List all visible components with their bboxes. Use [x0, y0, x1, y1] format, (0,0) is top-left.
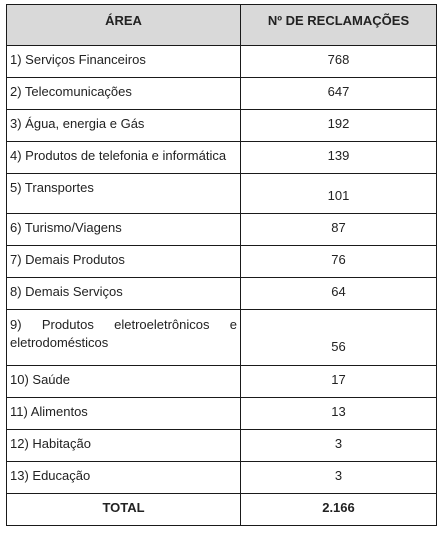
table-row: 8) Demais Serviços 64	[6, 277, 437, 310]
row-area: 13) Educação	[6, 461, 241, 494]
row-area: 6) Turismo/Viagens	[6, 213, 241, 246]
row-count: 768	[240, 45, 437, 78]
row-count: 3	[240, 429, 437, 462]
row-count: 87	[240, 213, 437, 246]
row-count: 139	[240, 141, 437, 174]
table-row: 6) Turismo/Viagens 87	[6, 213, 437, 246]
table-header-row: ÁREA Nº DE RECLAMAÇÕES	[6, 4, 437, 46]
row-area: 12) Habitação	[6, 429, 241, 462]
row-count: 192	[240, 109, 437, 142]
table-row: 2) Telecomunicações 647	[6, 77, 437, 110]
total-label: TOTAL	[6, 493, 241, 526]
table-row: 11) Alimentos 13	[6, 397, 437, 430]
table-row: 13) Educação 3	[6, 461, 437, 494]
row-count: 3	[240, 461, 437, 494]
table-row: 1) Serviços Financeiros 768	[6, 45, 437, 78]
total-row: TOTAL 2.166	[6, 493, 437, 526]
row-count: 17	[240, 365, 437, 398]
row-area: 2) Telecomunicações	[6, 77, 241, 110]
row-count: 64	[240, 277, 437, 310]
row-count: 13	[240, 397, 437, 430]
row-count: 101	[240, 173, 437, 214]
row-area: 11) Alimentos	[6, 397, 241, 430]
row-area: 7) Demais Produtos	[6, 245, 241, 278]
row-count: 647	[240, 77, 437, 110]
table-row: 3) Água, energia e Gás 192	[6, 109, 437, 142]
table-row: 12) Habitação 3	[6, 429, 437, 462]
header-area: ÁREA	[6, 4, 241, 46]
row-area: 4) Produtos de telefonia e informática	[6, 141, 241, 174]
total-count: 2.166	[240, 493, 437, 526]
row-area: 9) Produtos eletroeletrônicos e eletrodo…	[6, 309, 241, 366]
table-row: 9) Produtos eletroeletrônicos e eletrodo…	[6, 309, 437, 366]
row-count: 56	[240, 309, 437, 366]
row-area: 10) Saúde	[6, 365, 241, 398]
row-area: 8) Demais Serviços	[6, 277, 241, 310]
row-area: 5) Transportes	[6, 173, 241, 214]
row-count: 76	[240, 245, 437, 278]
table-row: 10) Saúde 17	[6, 365, 437, 398]
complaints-table: ÁREA Nº DE RECLAMAÇÕES 1) Serviços Finan…	[6, 4, 437, 526]
table-row: 7) Demais Produtos 76	[6, 245, 437, 278]
row-area: 3) Água, energia e Gás	[6, 109, 241, 142]
table-row: 4) Produtos de telefonia e informática 1…	[6, 141, 437, 174]
table-row: 5) Transportes 101	[6, 173, 437, 214]
header-count: Nº DE RECLAMAÇÕES	[240, 4, 437, 46]
row-area: 1) Serviços Financeiros	[6, 45, 241, 78]
